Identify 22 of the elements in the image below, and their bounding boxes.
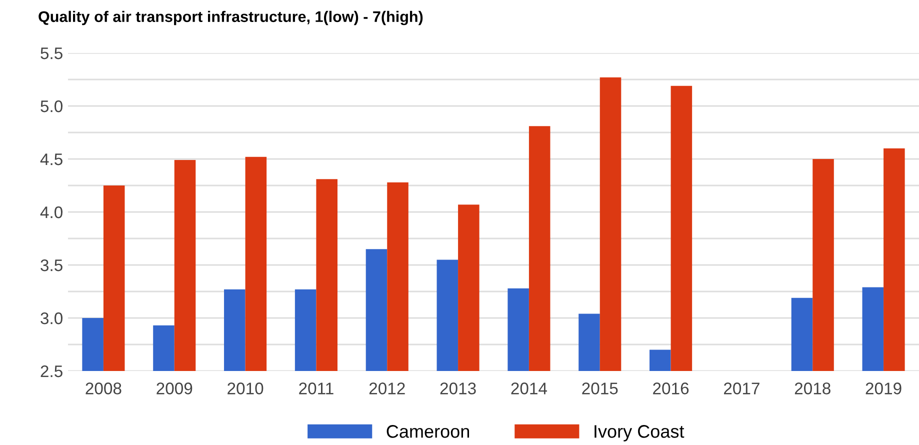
x-tick-label: 2011 (299, 382, 334, 394)
y-tick-label: 4.5 (40, 154, 62, 166)
x-tick-label: 2015 (582, 382, 618, 394)
y-tick-label: 5.5 (40, 48, 62, 60)
x-tick-label: 2012 (369, 382, 405, 394)
x-tick-label: 2009 (156, 382, 192, 394)
x-tick-label: 2016 (653, 382, 689, 394)
y-tick-label: 2.5 (40, 365, 62, 378)
x-tick-label: 2018 (794, 382, 830, 394)
y-tick-label: 3.0 (40, 312, 62, 324)
y-tick-label: 5.0 (40, 100, 62, 112)
x-tick-label: 2010 (228, 382, 264, 394)
y-tick-label: 3.5 (40, 259, 62, 272)
x-tick-label: 2017 (724, 382, 760, 394)
legend-label: Cameroon (386, 425, 470, 438)
y-tick-label: 4.0 (40, 206, 62, 218)
x-tick-label: 2014 (511, 382, 548, 394)
x-tick-label: 2008 (86, 382, 122, 394)
x-tick-label: 2019 (866, 382, 902, 394)
chart-title: Quality of air transport infrastructure, 1(low) - 7(high) (38, 10, 423, 26)
x-tick-label: 2013 (440, 382, 476, 394)
legend-label: Ivory Coast (594, 425, 684, 442)
